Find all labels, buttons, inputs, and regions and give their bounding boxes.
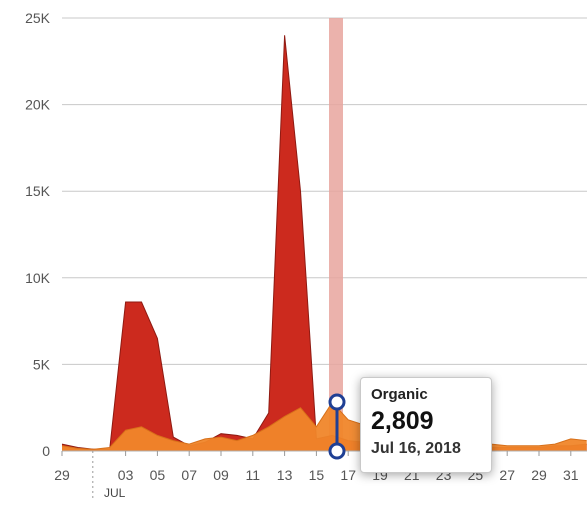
marker-point-bottom[interactable] — [330, 444, 344, 458]
marker-point-top[interactable] — [330, 395, 344, 409]
tooltip-value: 2,809 — [371, 406, 481, 436]
y-tick-label: 25K — [25, 10, 51, 26]
tooltip-date: Jul 16, 2018 — [371, 438, 481, 460]
x-tick-label: 29 — [531, 467, 547, 483]
y-axis-tick-labels: 0 5K 10K 15K 20K 25K — [25, 10, 51, 459]
y-tick-label: 0 — [42, 443, 50, 459]
x-tick-label: 29 — [54, 467, 70, 483]
y-tick-label: 20K — [25, 97, 51, 113]
tooltip-series-name: Organic — [371, 384, 481, 406]
x-tick-label: 03 — [118, 467, 134, 483]
x-tick-label: 13 — [277, 467, 293, 483]
series-areas — [62, 35, 587, 451]
x-tick-label: 11 — [246, 467, 261, 483]
y-tick-label: 10K — [25, 270, 51, 286]
x-tick-label: 31 — [563, 467, 579, 483]
x-tick-label: 07 — [181, 467, 197, 483]
x-tick-label: 27 — [499, 467, 515, 483]
x-tick-label: 05 — [150, 467, 166, 483]
y-tick-label: 5K — [33, 356, 51, 372]
x-axis-tick-labels: 29 03 05 07 09 11 13 15 17 19 21 23 25 27 29 31 — [54, 451, 579, 500]
highlight-band — [329, 18, 343, 451]
y-tick-label: 15K — [25, 183, 51, 199]
x-tick-label: 15 — [309, 467, 325, 483]
x-tick-label: 17 — [340, 467, 356, 483]
series-area — [62, 35, 587, 451]
x-axis-month-label: JUL — [104, 486, 126, 500]
x-tick-label: 09 — [213, 467, 229, 483]
hover-tooltip: Organic 2,809 Jul 16, 2018 — [360, 377, 492, 473]
